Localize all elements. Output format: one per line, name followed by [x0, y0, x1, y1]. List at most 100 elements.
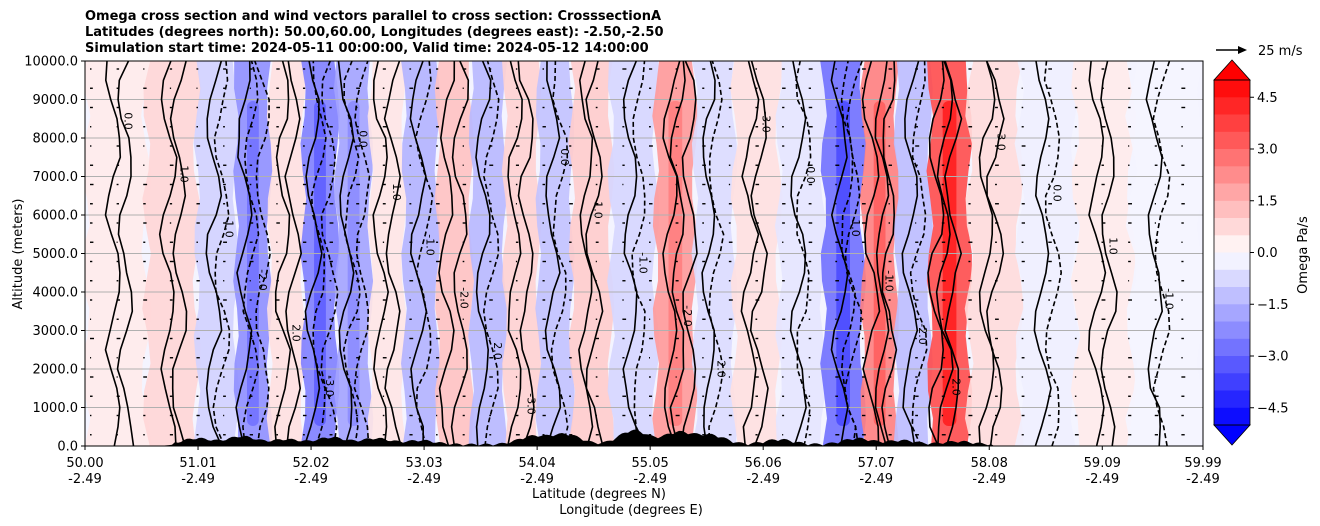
contour-label: -1.0 [424, 234, 437, 255]
contour-line-negative [342, 61, 361, 446]
colorbar: 4.5 3.0 1.5 0.0 −1.5 −3.0 −4.5 [1213, 59, 1289, 446]
colorbar-segment [1214, 356, 1250, 374]
contour-line-negative [631, 61, 647, 446]
x-tick-label-lat: 54.04 [519, 456, 556, 471]
contour-label: -1.0 [222, 216, 235, 237]
contour-line-positive [450, 61, 470, 446]
colorbar-segment [1214, 218, 1250, 236]
contour-line-positive [701, 61, 716, 446]
y-axis-label: Altitude (meters) [11, 199, 26, 310]
chart-title-line-2: Latitudes (degrees north): 50.00,60.00, … [85, 25, 664, 40]
colorbar-tick-label: 4.5 [1257, 91, 1278, 106]
x-axis-label-latitude: Latitude (degrees N) [532, 487, 666, 502]
chart-title-line-1: Omega cross section and wind vectors par… [85, 9, 662, 24]
contour-line-positive [680, 61, 698, 446]
y-tick-label: 10000.0 [24, 55, 78, 70]
grid-lines [85, 61, 1203, 446]
colorbar-segment [1214, 321, 1250, 340]
colorbar-segment [1214, 390, 1250, 409]
contour-label: -1.0 [1162, 288, 1175, 309]
colorbar-tick-label: −3.0 [1257, 350, 1289, 365]
contour-label: 0.0 [804, 166, 817, 184]
colorbar-segment [1214, 235, 1250, 254]
contour-line-positive [517, 61, 535, 446]
contour-line-positive [749, 61, 769, 446]
contour-line-negative [242, 61, 260, 446]
contour-line-positive [585, 61, 604, 446]
colorbar-segment [1214, 149, 1250, 167]
x-tick-label-lon: -2.49 [972, 472, 1006, 487]
x-tick-label-lat: 59.09 [1084, 456, 1121, 471]
x-tick-label-lon: -2.49 [633, 472, 667, 487]
contour-line-positive [944, 61, 963, 446]
wind-vectors [90, 68, 1186, 436]
omega-core [247, 101, 259, 426]
colorbar-segment [1214, 200, 1250, 219]
contour-label: -2.0 [457, 287, 470, 308]
contour-line-negative [1043, 61, 1063, 446]
contour-label: 0.0 [122, 112, 135, 130]
x-tick-label-lat: 57.07 [858, 456, 895, 471]
contour-line-positive [274, 61, 292, 446]
colorbar-tick-label: 1.5 [1257, 194, 1278, 209]
contour-line-negative [414, 61, 434, 446]
contour-label: 1.0 [390, 183, 403, 201]
contour-line-positive [662, 61, 681, 446]
colorbar-segment [1214, 131, 1250, 150]
contour-line-positive [881, 61, 898, 446]
contour-line-negative [840, 61, 857, 446]
contour-line-positive [985, 61, 1005, 446]
contour-line-positive [1100, 61, 1118, 446]
x-tick-label-lon: -2.49 [68, 472, 102, 487]
y-tick-label: 8000.0 [33, 132, 79, 147]
colorbar-segment [1214, 80, 1250, 98]
x-tick-label-lat: 51.01 [179, 456, 216, 471]
contour-line-positive [303, 61, 323, 446]
contour-label: 1.0 [592, 201, 605, 219]
contour-line-positive [978, 61, 996, 446]
contour-line-positive [935, 61, 954, 446]
y-tick-label: 3000.0 [33, 324, 79, 339]
colorbar-segment [1214, 252, 1250, 271]
contour-labels: 0.0 1.0 -1.0 -2.0 2.0 -3.0 0.0 1.0 -1.0 -2.0 2.0 -3… [122, 111, 1176, 414]
contour-line-positive [1145, 61, 1164, 446]
contour-line-negative [843, 61, 863, 446]
colorbar-segment [1214, 114, 1250, 133]
terrain-profile [85, 429, 1203, 446]
contour-line-negative [795, 61, 812, 446]
contour-label: -3.0 [994, 129, 1007, 150]
contour-line-positive [116, 61, 135, 446]
contour-line-positive [475, 61, 492, 446]
colorbar-tick-label: −4.5 [1257, 401, 1289, 416]
colorbar-tick-label: −1.5 [1257, 298, 1289, 313]
contour-label: 2.0 [289, 324, 302, 342]
colorbar-segment [1214, 269, 1250, 288]
colorbar-label: Omega Pa/s [1296, 216, 1311, 294]
x-tick-label-lon: -2.49 [181, 472, 215, 487]
contour-line-positive [1087, 61, 1107, 446]
contour-line-negative [482, 61, 500, 446]
x-axis-label-longitude: Longitude (degrees E) [559, 503, 703, 518]
x-tick-label-lon: -2.49 [746, 472, 780, 487]
contour-line-negative [212, 61, 231, 446]
contour-line-positive [158, 61, 178, 446]
x-axis: 50.00-2.4951.01-2.4952.02-2.4953.03-2.49… [66, 446, 1222, 487]
contour-line-positive [235, 61, 253, 446]
x-tick-label-lat: 55.05 [632, 456, 669, 471]
x-tick-label-lon: -2.49 [520, 472, 554, 487]
quiver-key: 25 m/s [1216, 44, 1303, 59]
chart-title-line-3: Simulation start time: 2024-05-11 00:00:… [85, 41, 649, 56]
contour-line-positive [284, 61, 303, 446]
contour-line-negative [353, 61, 371, 446]
x-tick-label-lat: 52.02 [292, 456, 329, 471]
quiver-key-label: 25 m/s [1258, 44, 1303, 59]
contour-line-positive [861, 61, 881, 446]
colorbar-segment [1214, 373, 1250, 392]
y-tick-label: 6000.0 [33, 209, 79, 224]
contour-label: -2.0 [916, 323, 929, 344]
contour-line-positive [205, 61, 223, 446]
contour-line-positive [169, 61, 188, 446]
colorbar-segment [1214, 166, 1250, 185]
x-tick-label-lat: 58.08 [971, 456, 1008, 471]
